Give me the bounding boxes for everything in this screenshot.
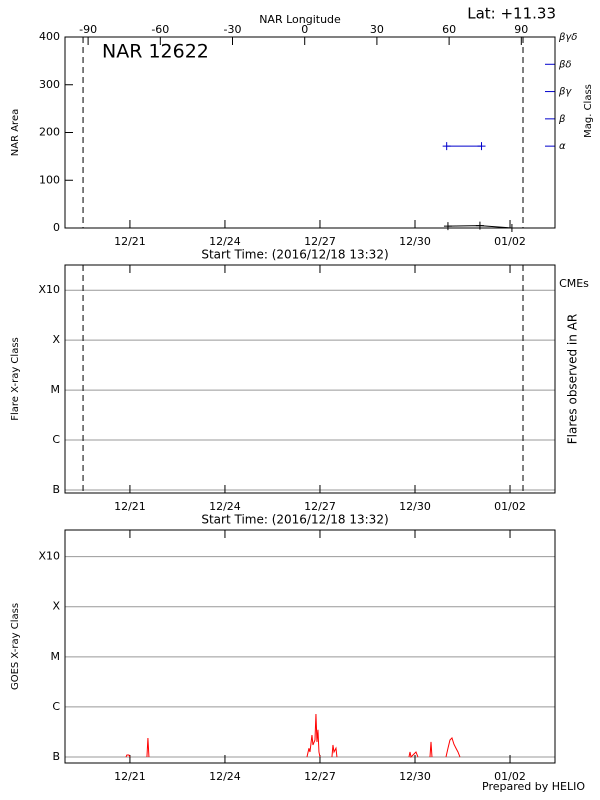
y-axis-title: Flare X-ray Class	[10, 337, 21, 421]
x2-axis-title: NAR Longitude	[259, 13, 341, 26]
x2-tick-label: 90	[514, 23, 528, 36]
x2-tick-label: 0	[301, 23, 308, 36]
x-tick-label: 01/02	[494, 500, 526, 513]
y2-tick-label: βγ	[558, 87, 572, 98]
x-tick-label: 01/02	[494, 770, 526, 783]
x2-tick-label: 60	[442, 23, 456, 36]
y2-tick-label: β	[558, 114, 566, 125]
x-tick-label: 12/27	[304, 770, 336, 783]
x-tick-label: 12/24	[209, 500, 241, 513]
x-tick-label: 12/21	[114, 235, 146, 248]
y-tick-label: M	[51, 383, 61, 396]
x-tick-label: 12/21	[114, 770, 146, 783]
x2-tick-label: 30	[370, 23, 384, 36]
y2-tick-label: βγδ	[558, 32, 577, 43]
y-axis-title: NAR Area	[10, 109, 21, 156]
latitude: Lat: +11.33	[467, 5, 556, 23]
y-tick-label: M	[51, 650, 61, 663]
x-tick-label: 12/24	[209, 235, 241, 248]
x-tick-label: 12/21	[114, 500, 146, 513]
x-axis-title: Start Time: (2016/12/18 13:32)	[201, 248, 388, 262]
x-tick-label: 12/27	[304, 235, 336, 248]
point-marker	[475, 221, 484, 230]
x-tick-label: 12/24	[209, 770, 241, 783]
x-tick-label: 01/02	[494, 235, 526, 248]
y-tick-label: C	[52, 433, 60, 446]
y-tick-label: X	[52, 600, 60, 613]
x-tick-label: 12/30	[399, 235, 431, 248]
y-tick-label: C	[52, 700, 60, 713]
y2-tick-label: α	[559, 141, 566, 152]
y-tick-label: 100	[39, 173, 60, 186]
panel-title: NAR 12622	[102, 41, 209, 63]
y-tick-label: B	[52, 750, 60, 763]
y-tick-label: X	[52, 333, 60, 346]
point-marker	[507, 224, 516, 232]
y-tick-label: 0	[53, 221, 60, 234]
plot-frame	[64, 529, 556, 764]
y-tick-label: 400	[39, 30, 60, 43]
plot-frame	[64, 264, 556, 494]
x-tick-label: 12/30	[399, 770, 431, 783]
y-tick-label: X10	[38, 283, 60, 296]
x2-tick-label: -90	[79, 23, 97, 36]
x2-tick-label: -30	[224, 23, 242, 36]
y-tick-label: 200	[39, 126, 60, 139]
y2-tick-label: βδ	[558, 59, 572, 70]
x-axis-title: Start Time: (2016/12/18 13:32)	[201, 513, 388, 527]
footer: Prepared by HELIO	[482, 780, 585, 793]
y-tick-label: X10	[38, 550, 60, 563]
y-tick-label: 300	[39, 78, 60, 91]
y2-axis-title: Flares observed in AR	[566, 314, 580, 444]
x2-tick-label: -60	[151, 23, 169, 36]
series-line	[125, 714, 461, 759]
y2-axis-title: Mag. Class	[583, 84, 594, 138]
point-marker	[443, 222, 452, 231]
cme-label: CMEs	[559, 277, 589, 290]
x-tick-label: 12/27	[304, 500, 336, 513]
x-tick-label: 12/30	[399, 500, 431, 513]
point-marker	[477, 142, 486, 151]
plot-frame	[64, 36, 556, 229]
y-tick-label: B	[52, 483, 60, 496]
point-marker	[442, 142, 451, 151]
y-axis-title: GOES X-ray Class	[10, 603, 21, 690]
